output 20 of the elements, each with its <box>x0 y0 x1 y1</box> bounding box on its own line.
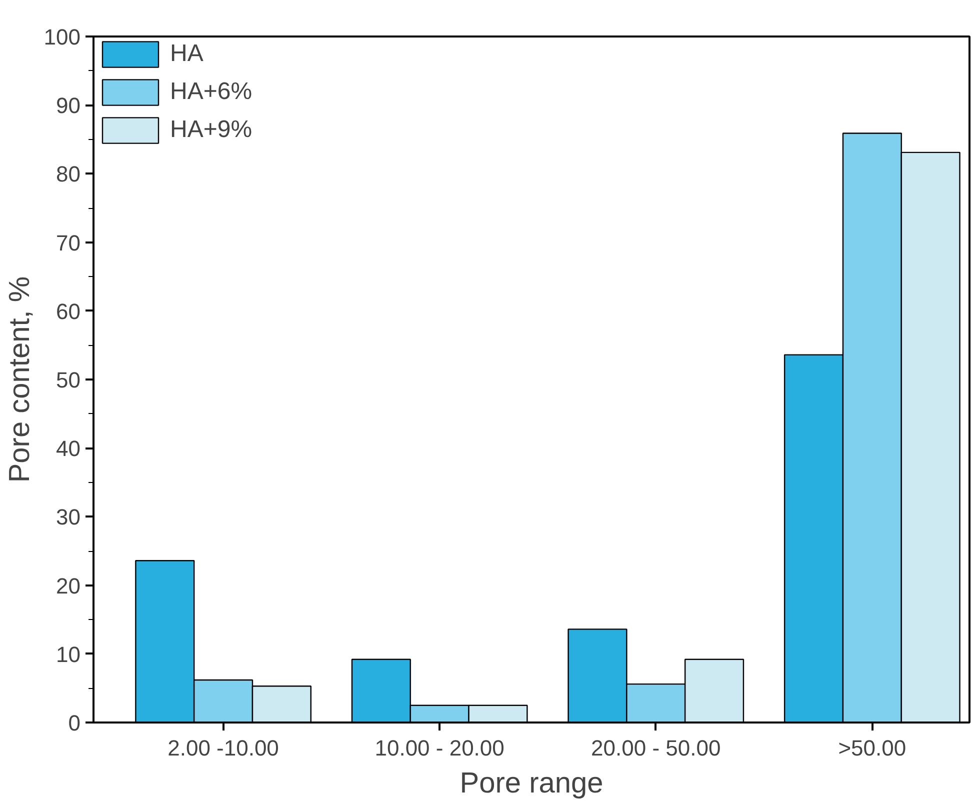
y-tick-label: 30 <box>56 504 81 530</box>
y-tick-label: 20 <box>56 573 81 598</box>
legend-label: HA+6% <box>170 78 252 106</box>
y-tick-label: 10 <box>56 642 81 667</box>
x-tick-label: 2.00 -10.00 <box>168 736 279 760</box>
y-tick-label: 100 <box>44 24 81 50</box>
legend-label: HA <box>170 40 204 68</box>
y-tick-label: 0 <box>68 710 81 736</box>
y-tick-label: 90 <box>56 93 81 118</box>
x-tick-label: >50.00 <box>838 736 906 760</box>
x-tick-label: 10.00 - 20.00 <box>374 736 504 760</box>
y-axis-title: Pore content, % <box>4 276 36 483</box>
y-tick-label: 70 <box>56 230 81 256</box>
y-tick-label: 50 <box>56 368 81 392</box>
legend-label: HA+9% <box>170 116 252 144</box>
y-tick-label: 80 <box>56 162 81 187</box>
y-tick-label: 60 <box>56 298 81 324</box>
x-axis-title: Pore range <box>460 768 604 800</box>
y-tick-label: 40 <box>56 436 81 462</box>
x-tick-label: 20.00 - 50.00 <box>591 736 721 760</box>
